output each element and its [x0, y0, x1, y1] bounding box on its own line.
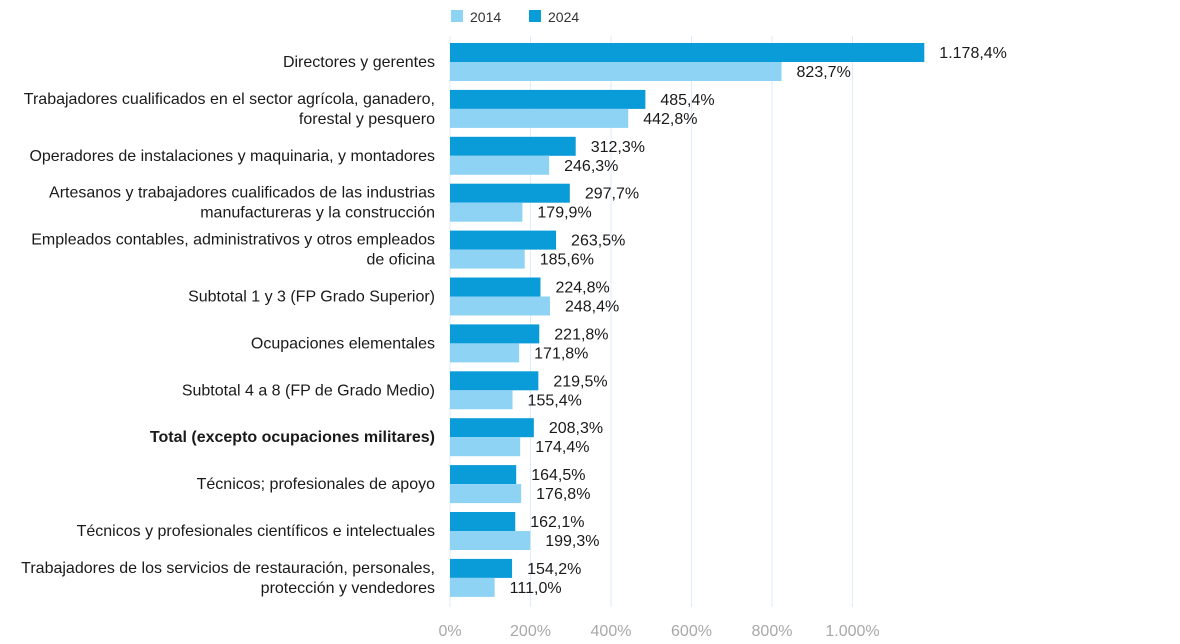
bar-2014	[450, 108, 629, 128]
value-label-2024: 154,2%	[527, 561, 581, 578]
category-label: Artesanos y trabajadores cualificados de…	[49, 185, 435, 202]
x-tick-label: 0%	[438, 623, 461, 640]
value-label-2014: 442,8%	[643, 111, 697, 128]
category-label: Empleados contables, administrativos y o…	[31, 232, 435, 249]
bar-2014	[450, 249, 525, 269]
bar-2024	[450, 183, 570, 203]
bar-2014	[450, 390, 513, 410]
value-label-2014: 248,4%	[565, 299, 619, 316]
value-label-2024: 1.178,4%	[939, 45, 1007, 62]
legend-swatch-2014	[451, 10, 463, 22]
value-label-2014: 111,0%	[510, 580, 562, 597]
category-label: Operadores de instalaciones y maquinaria…	[29, 148, 435, 165]
category-label: Trabajadores de los servicios de restaur…	[21, 560, 435, 577]
value-label-2024: 485,4%	[660, 92, 714, 109]
value-label-2024: 312,3%	[591, 139, 645, 156]
x-axis-ticks: 0% 200% 400% 600% 800% 1.000%	[438, 623, 879, 640]
x-tick-label: 1.000%	[825, 623, 879, 640]
bars	[450, 43, 925, 597]
category-label: Ocupaciones elementales	[251, 335, 435, 352]
value-label-2014: 176,8%	[536, 486, 590, 503]
category-label: manufactureras y la construcción	[200, 205, 435, 222]
bar-2024	[450, 418, 534, 438]
value-label-2014: 246,3%	[564, 158, 618, 175]
x-tick-label: 400%	[591, 623, 632, 640]
value-label-2014: 171,8%	[534, 345, 588, 362]
bar-2014	[450, 343, 520, 363]
value-label-2014: 823,7%	[797, 64, 851, 81]
category-label: Directores y gerentes	[283, 54, 435, 71]
value-label-2024: 221,8%	[554, 326, 608, 343]
value-label-2024: 263,5%	[571, 233, 625, 250]
category-label: Subtotal 4 a 8 (FP de Grado Medio)	[182, 382, 435, 399]
value-label-2014: 199,3%	[545, 533, 599, 550]
x-tick-label: 200%	[510, 623, 551, 640]
bar-2014	[450, 202, 523, 222]
x-tick-label: 600%	[671, 623, 712, 640]
value-label-2024: 164,5%	[531, 467, 585, 484]
bar-2014	[450, 531, 531, 550]
value-label-2014: 174,4%	[535, 439, 589, 456]
category-label: Técnicos; profesionales de apoyo	[197, 476, 435, 493]
value-label-2024: 224,8%	[555, 280, 609, 297]
bar-2014	[450, 62, 782, 81]
category-label: forestal y pesquero	[299, 111, 435, 128]
bar-2024	[450, 324, 540, 344]
category-label: Subtotal 1 y 3 (FP Grado Superior)	[188, 289, 435, 306]
value-label-2024: 219,5%	[553, 373, 607, 390]
bar-2024	[450, 43, 925, 62]
value-label-2024: 297,7%	[585, 186, 639, 203]
category-label: Trabajadores cualificados en el sector a…	[24, 91, 435, 108]
value-labels: 1.178,4% 823,7% 485,4% 442,8% 312,3% 246,3% 29…	[510, 45, 1007, 597]
category-label: protección y vendedores	[261, 580, 435, 597]
category-labels: Directores y gerentes Trabajadores cualif…	[21, 54, 435, 597]
bar-2024	[450, 230, 557, 250]
bar-2014	[450, 155, 550, 175]
value-label-2014: 155,4%	[528, 392, 582, 409]
bar-2014	[450, 577, 495, 597]
bar-2024	[450, 277, 541, 297]
legend-swatch-2024	[529, 10, 541, 22]
x-tick-label: 800%	[752, 623, 793, 640]
bar-2024	[450, 512, 516, 531]
bar-2024	[450, 136, 576, 156]
category-label: Total (excepto ocupaciones militares)	[150, 429, 435, 446]
category-label: de oficina	[367, 252, 436, 269]
bar-2014	[450, 296, 550, 316]
bar-2014	[450, 437, 521, 457]
legend-label-2014: 2014	[470, 9, 501, 25]
bar-2014	[450, 484, 522, 504]
bar-2024	[450, 371, 539, 391]
category-label: Técnicos y profesionales científicos e i…	[77, 523, 435, 540]
bar-2024	[450, 465, 517, 485]
legend: 2014 2024	[451, 9, 579, 25]
bar-2024	[450, 89, 646, 109]
gridlines	[449, 36, 853, 607]
value-label-2024: 208,3%	[549, 420, 603, 437]
value-label-2014: 185,6%	[540, 252, 594, 269]
bar-2024	[450, 558, 513, 578]
value-label-2024: 162,1%	[530, 514, 584, 531]
value-label-2014: 179,9%	[537, 205, 591, 222]
legend-label-2024: 2024	[548, 9, 579, 25]
